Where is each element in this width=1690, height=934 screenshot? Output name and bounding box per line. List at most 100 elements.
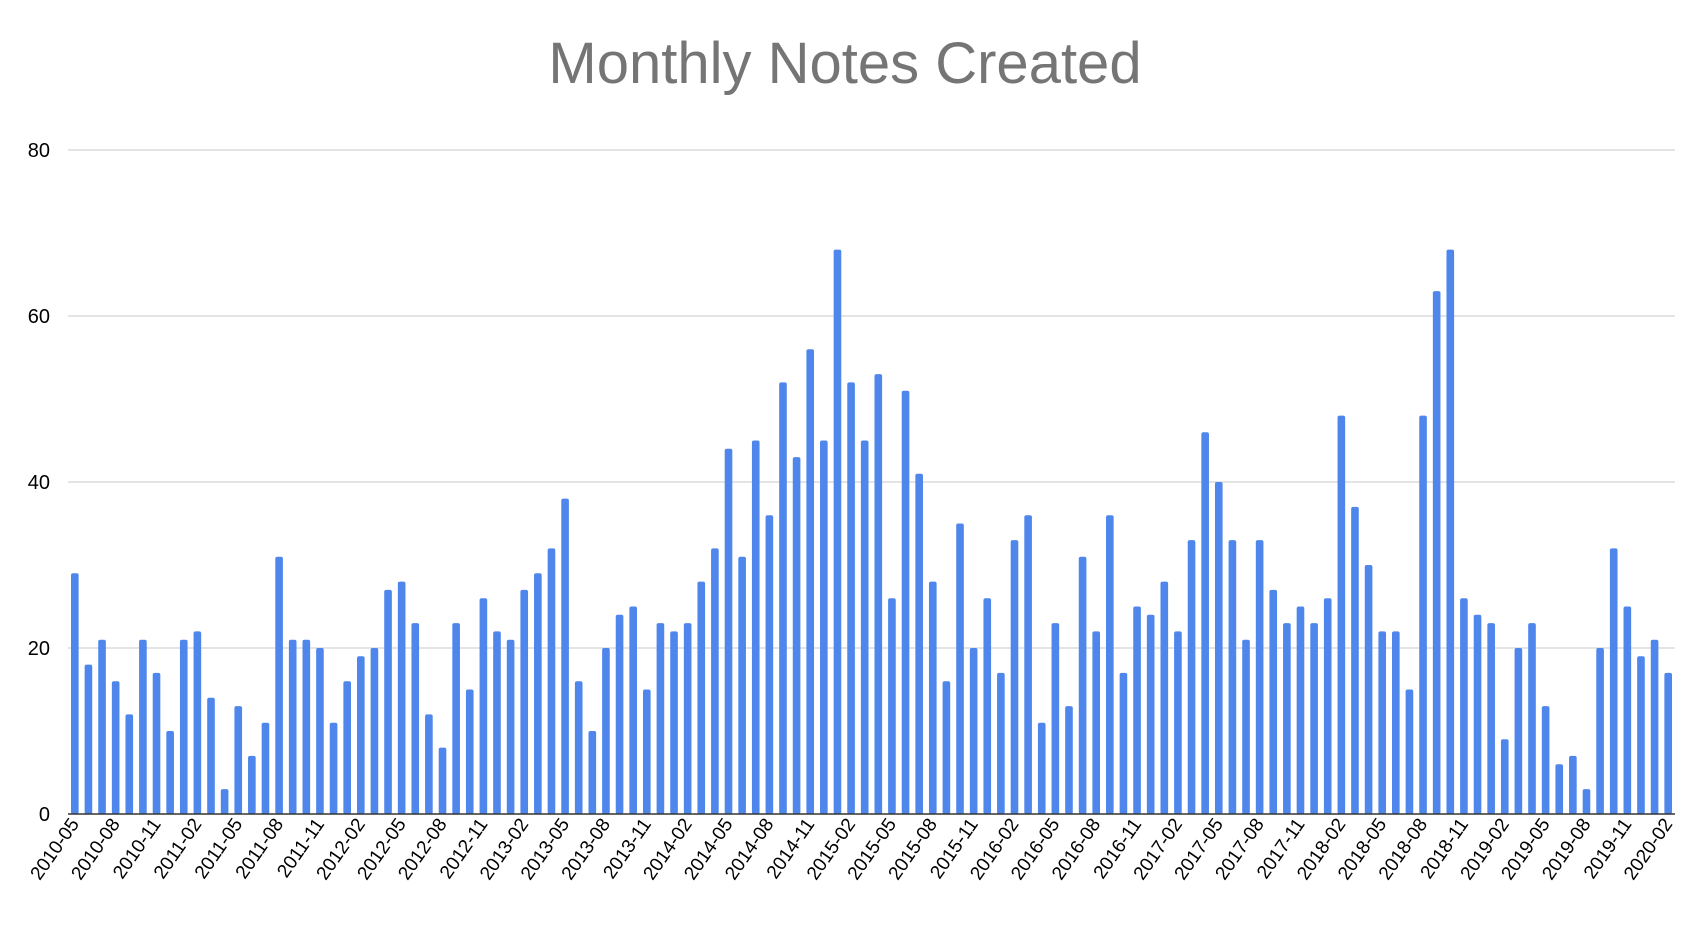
bar <box>1596 648 1604 814</box>
bar <box>997 672 1005 814</box>
y-tick-label: 20 <box>28 638 50 660</box>
bar <box>888 598 896 814</box>
bar <box>683 623 692 814</box>
bar <box>465 689 474 814</box>
bar <box>1024 515 1032 814</box>
bar <box>111 681 120 814</box>
bar <box>1310 623 1318 814</box>
bar <box>860 440 869 814</box>
bar <box>1487 623 1495 814</box>
bar <box>1650 639 1659 814</box>
bar <box>1228 540 1237 814</box>
bar <box>1378 631 1387 814</box>
bar <box>1609 548 1618 814</box>
bar <box>1528 623 1536 814</box>
chart-title: Monthly Notes Created <box>548 31 1142 96</box>
bar <box>1160 581 1169 814</box>
bar <box>779 382 787 814</box>
bar <box>1283 623 1291 814</box>
bar <box>248 755 256 814</box>
bar <box>1051 623 1060 814</box>
bar <box>792 457 801 814</box>
bar <box>1405 689 1414 814</box>
bar <box>806 349 815 814</box>
bar <box>1623 606 1632 814</box>
bar <box>1106 515 1114 814</box>
bar <box>983 598 992 814</box>
bar <box>615 614 624 814</box>
bar <box>656 623 665 814</box>
bar <box>1133 606 1141 814</box>
bar <box>1010 540 1019 814</box>
y-tick-label: 60 <box>28 306 50 328</box>
bar <box>384 589 392 814</box>
bar <box>534 573 542 814</box>
bar <box>833 249 842 815</box>
bar <box>969 648 978 814</box>
bar <box>139 639 147 814</box>
bar <box>1664 672 1673 814</box>
bar <box>370 648 379 814</box>
bar <box>220 789 229 814</box>
bar <box>1473 614 1482 814</box>
y-tick-label: 80 <box>28 140 50 162</box>
bar <box>356 656 365 814</box>
bar <box>1214 482 1223 814</box>
bar <box>166 731 174 814</box>
bar <box>329 722 338 814</box>
bar <box>1500 739 1509 814</box>
bar <box>1419 415 1427 814</box>
bar <box>547 548 556 814</box>
bar <box>765 515 774 814</box>
bar <box>1460 598 1468 814</box>
bar <box>847 382 855 814</box>
bar <box>1392 631 1400 814</box>
bar <box>343 681 351 814</box>
bar <box>901 390 910 814</box>
bar <box>1541 706 1550 814</box>
bar <box>207 697 215 814</box>
bar <box>1146 614 1155 814</box>
bar <box>425 714 433 814</box>
bar <box>288 639 297 814</box>
bar <box>1432 291 1441 815</box>
bar <box>179 639 188 814</box>
bar <box>724 448 733 814</box>
bar <box>751 440 760 814</box>
bar <box>1092 631 1101 814</box>
bar <box>915 473 923 814</box>
bar <box>1555 764 1564 814</box>
bar <box>942 681 951 814</box>
bar <box>1065 706 1073 814</box>
bar <box>1242 639 1250 814</box>
bar <box>493 631 501 814</box>
bar <box>738 556 746 814</box>
bar <box>1569 755 1577 814</box>
bar <box>574 681 583 814</box>
bar <box>1269 589 1278 814</box>
bar <box>302 639 311 814</box>
bar <box>1323 598 1332 814</box>
bar <box>1351 506 1359 814</box>
bar <box>506 639 515 814</box>
y-tick-label: 40 <box>28 472 50 494</box>
bar <box>711 548 719 814</box>
bar <box>1364 565 1373 814</box>
bar <box>1337 415 1346 814</box>
bar <box>71 573 79 814</box>
bar <box>193 631 202 814</box>
bar <box>1174 631 1182 814</box>
bar <box>1255 540 1264 814</box>
bar <box>479 598 488 814</box>
bar <box>1119 672 1128 814</box>
bar <box>1037 722 1046 814</box>
bar <box>670 631 678 814</box>
bar <box>452 623 460 814</box>
bar <box>642 689 651 814</box>
bar <box>1514 648 1523 814</box>
bar <box>397 581 406 814</box>
bar <box>275 556 283 814</box>
bar <box>98 639 106 814</box>
